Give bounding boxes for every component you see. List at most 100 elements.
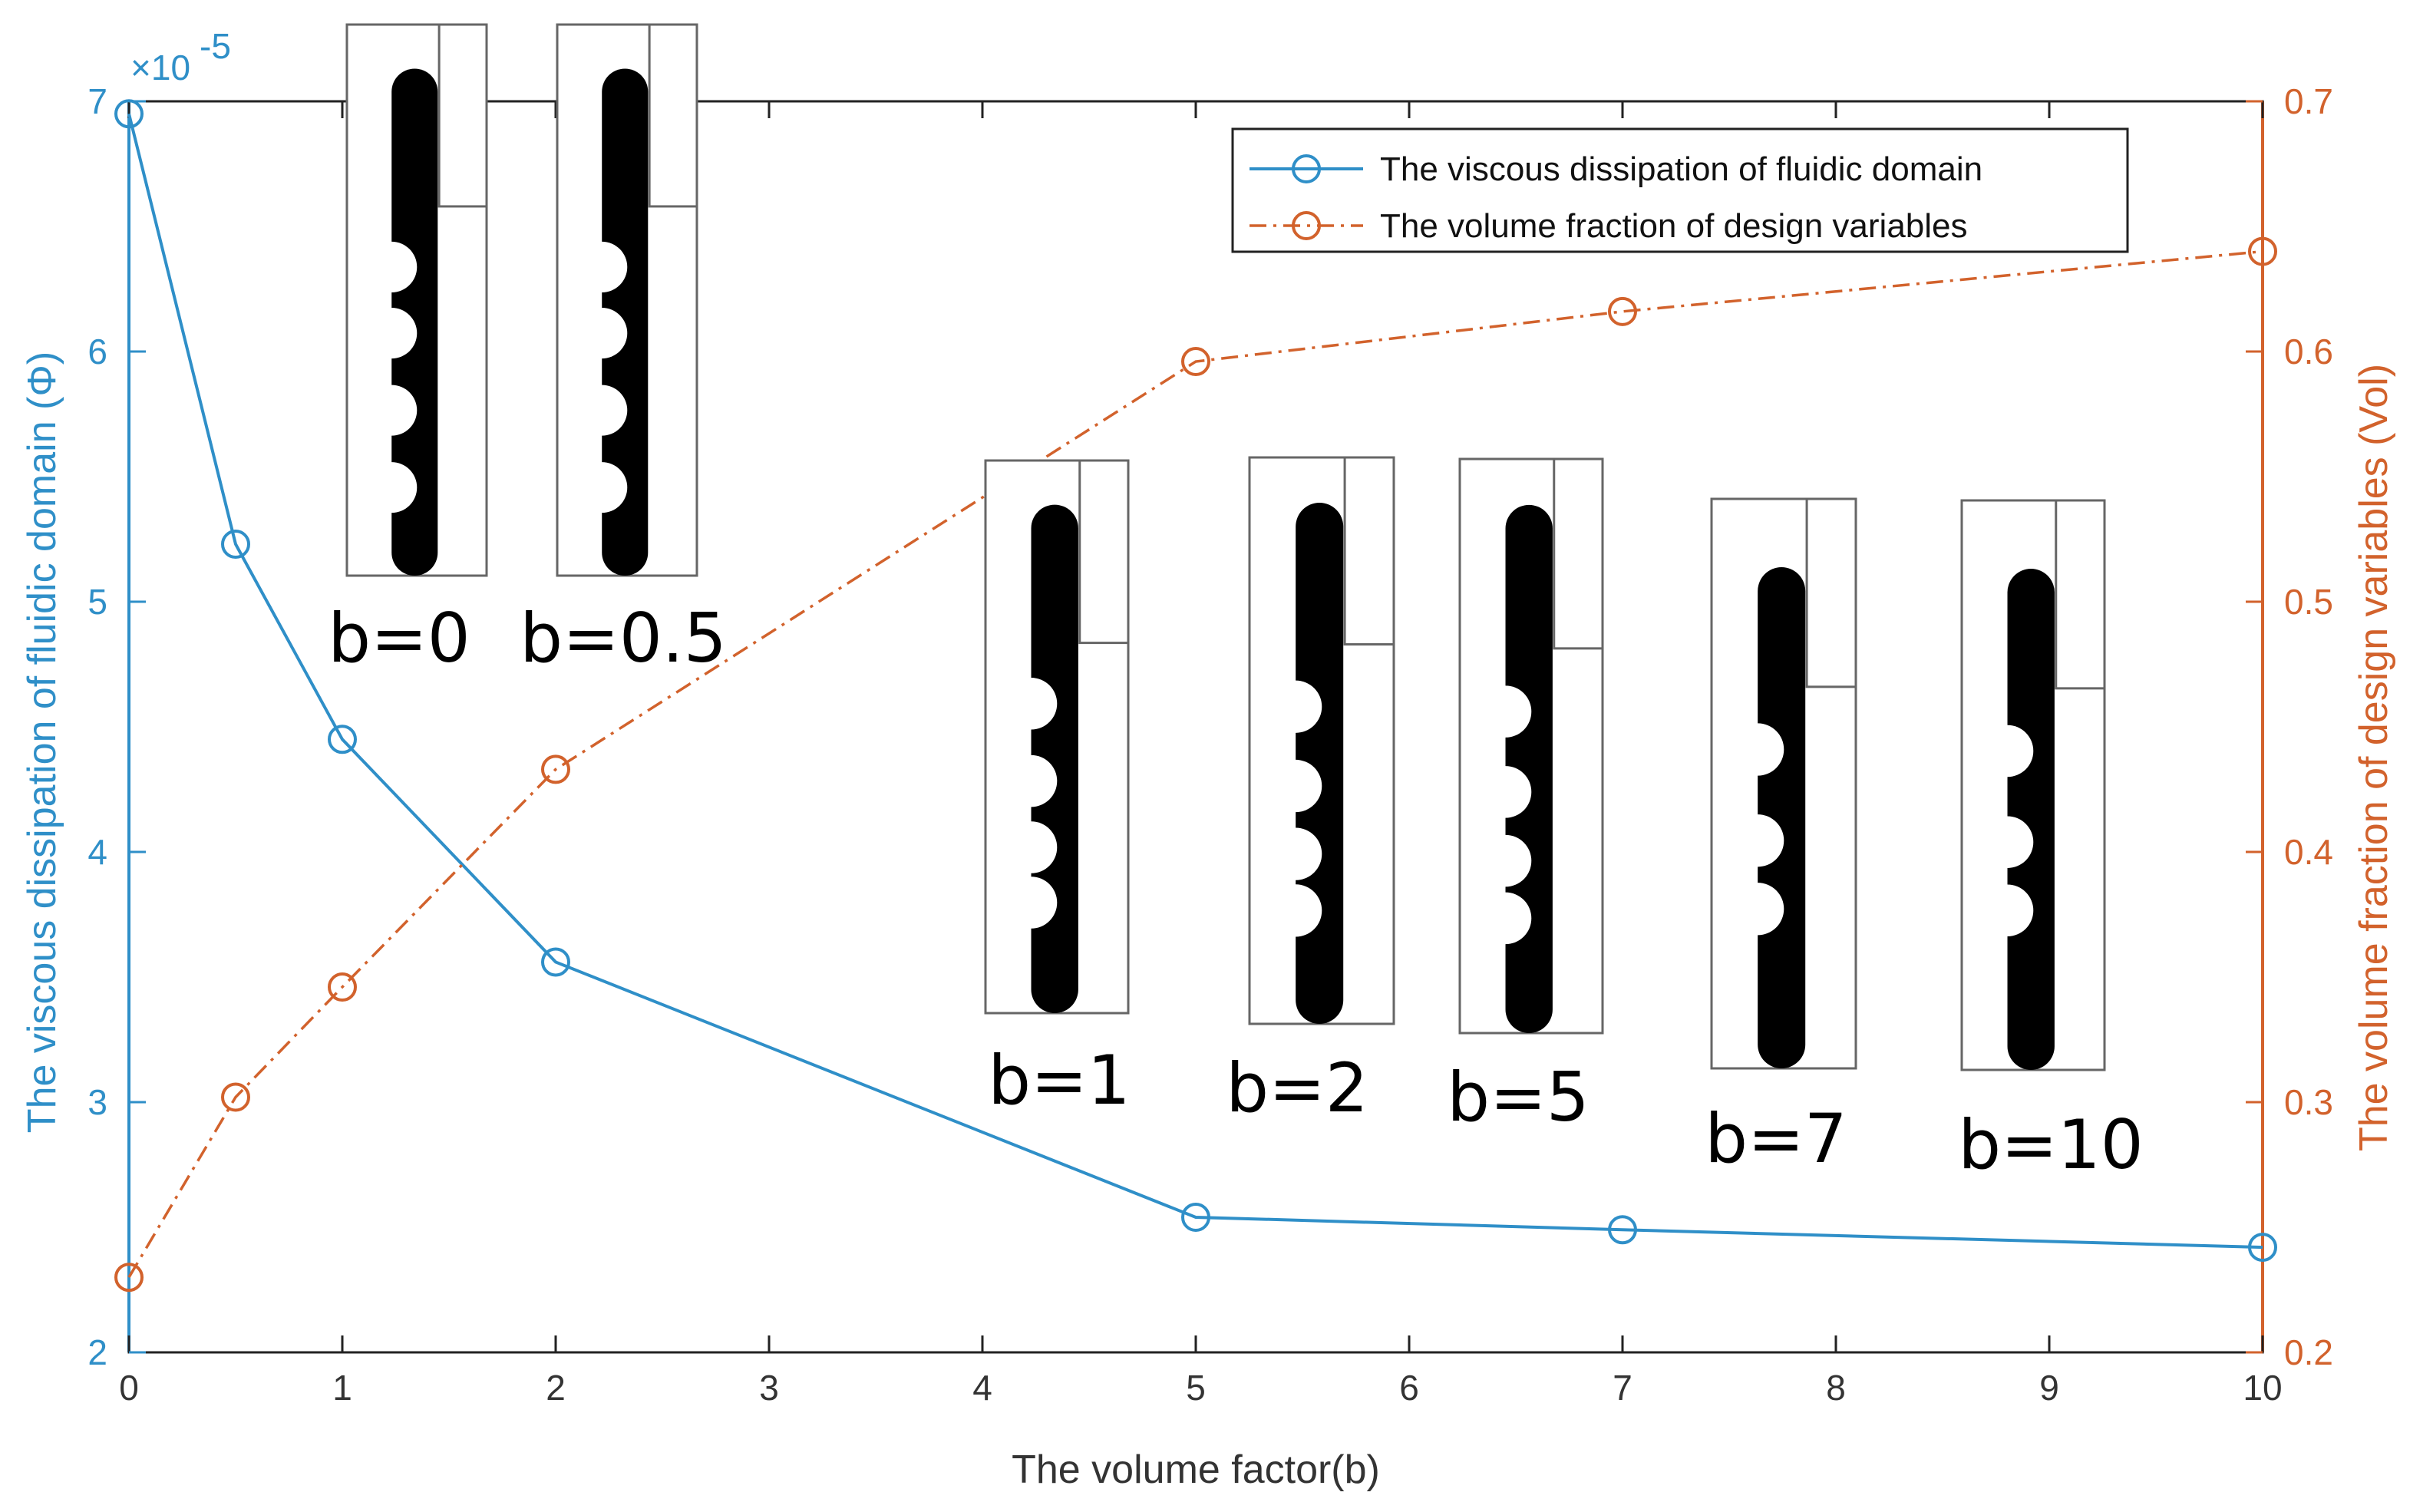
series-2-point [221, 1082, 250, 1112]
inset-label: b=0.5 [520, 599, 727, 678]
inset-void [1269, 759, 1322, 813]
inset-void [1005, 876, 1058, 929]
exponent-base: ×10 [130, 48, 190, 87]
series-2-point [2248, 236, 2277, 266]
inset-outlet [2055, 499, 2106, 690]
inset-void [1005, 678, 1058, 730]
legend-swatch-marker [1292, 154, 1321, 183]
inset-outlet [437, 23, 488, 208]
x-tick-label: 2 [546, 1368, 566, 1408]
right-tick-label: 0.4 [2284, 832, 2333, 872]
left-tick-label: 4 [87, 832, 107, 872]
x-tick-label: 9 [2039, 1368, 2059, 1408]
inset-void [1005, 821, 1058, 873]
inset-topology-7: b=10 [1958, 499, 2144, 1184]
right-tick-label: 0.5 [2284, 582, 2333, 622]
right-axis-label: The volume fraction of design variables … [2352, 364, 2396, 1151]
inset-void [1479, 766, 1532, 818]
series-1-point [221, 530, 250, 560]
inset-label: b=10 [1958, 1105, 2144, 1184]
inset-solid-region [2007, 569, 2055, 1070]
inset-topology-1: b=0 [328, 23, 488, 678]
series-1-point [328, 725, 357, 754]
series-1-point [1608, 1215, 1637, 1245]
x-tick-label: 7 [1613, 1368, 1632, 1408]
legend-entry-label: The viscous dissipation of fluidic domai… [1380, 150, 1982, 188]
right-tick-label: 0.7 [2284, 81, 2333, 121]
inset-outlet [648, 23, 698, 208]
inset-void [1269, 884, 1322, 937]
inset-label: b=2 [1226, 1048, 1368, 1127]
inset-outlet [1343, 456, 1395, 646]
inset-void [1479, 685, 1532, 738]
inset-void [1731, 883, 1784, 936]
inset-label: b=5 [1447, 1058, 1590, 1137]
series-1-point [541, 947, 570, 977]
exponent-power: -5 [200, 26, 231, 66]
inset-void [1731, 723, 1784, 776]
series-1-point [1181, 1202, 1210, 1232]
x-tick-label: 6 [1399, 1368, 1419, 1408]
inset-topology-4: b=2 [1226, 456, 1395, 1127]
left-tick-label: 5 [87, 582, 107, 622]
inset-label: b=7 [1705, 1099, 1847, 1178]
right-tick-label: 0.2 [2284, 1332, 2333, 1372]
inset-topology-6: b=7 [1705, 497, 1857, 1178]
inset-void [1981, 725, 2034, 777]
inset-void [1005, 754, 1058, 807]
inset-void [576, 385, 628, 436]
left-tick-label: 3 [87, 1082, 107, 1122]
inset-void [576, 308, 628, 359]
inset-void [1731, 814, 1784, 867]
legend-swatch-marker [1292, 211, 1321, 240]
x-tick-label: 8 [1826, 1368, 1846, 1408]
inset-outlet [1553, 457, 1604, 650]
left-tick-label: 2 [87, 1332, 107, 1372]
inset-void [1981, 816, 2034, 868]
left-tick-label: 6 [87, 332, 107, 371]
x-tick-label: 4 [972, 1368, 992, 1408]
series-2-point [1608, 296, 1637, 326]
legend-box [1231, 127, 2129, 253]
inset-solid-region [602, 68, 649, 576]
inset-solid-region [1758, 567, 1806, 1068]
x-tick-label: 5 [1186, 1368, 1206, 1408]
inset-topology-5: b=5 [1447, 457, 1604, 1137]
x-tick-label: 3 [759, 1368, 779, 1408]
inset-void [366, 241, 418, 292]
inset-void [1479, 834, 1532, 887]
series-line-1 [127, 113, 2263, 1250]
inset-topology-3: b=1 [984, 459, 1131, 1120]
inset-void [576, 241, 628, 292]
inset-solid-region [391, 68, 438, 576]
x-tick-label: 1 [332, 1368, 352, 1408]
inset-void [366, 308, 418, 359]
series-1-point [2248, 1233, 2277, 1263]
inset-void [1479, 892, 1532, 945]
inset-label: b=0 [328, 599, 470, 678]
x-tick-label: 0 [119, 1368, 139, 1408]
inset-void [1269, 680, 1322, 733]
legend-entry-label: The volume fraction of design variables [1380, 207, 1968, 245]
right-tick-label: 0.6 [2284, 332, 2333, 371]
series-2-point [328, 972, 357, 1002]
left-axis-label: The viscous dissipation of fluidic domai… [20, 352, 64, 1133]
series-1-point [114, 99, 144, 129]
left-tick-label: 7 [87, 81, 107, 121]
inset-outlet [1805, 497, 1857, 688]
inset-void [1981, 884, 2034, 936]
series-2-point [1181, 347, 1210, 377]
inset-void [576, 462, 628, 513]
inset-label: b=1 [988, 1041, 1131, 1120]
x-axis-label: The volume factor(b) [1012, 1448, 1380, 1492]
series-line-2 [127, 249, 2263, 1279]
inset-void [1269, 827, 1322, 880]
inset-outlet [1078, 459, 1130, 645]
series-2-point [541, 754, 570, 784]
series-2-point [114, 1263, 144, 1292]
inset-void [366, 462, 418, 513]
inset-void [366, 385, 418, 436]
right-tick-label: 0.3 [2284, 1082, 2333, 1122]
x-tick-label: 10 [2243, 1368, 2282, 1408]
